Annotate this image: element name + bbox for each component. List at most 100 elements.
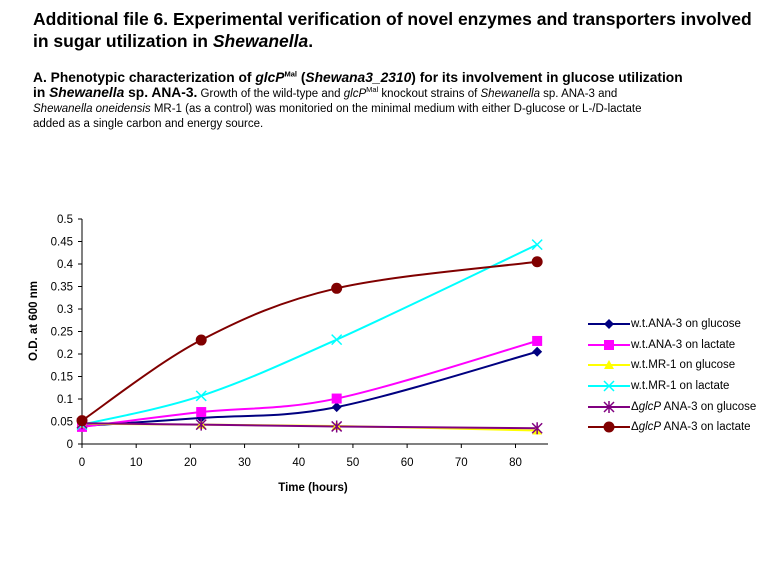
data-point-series-5 (195, 418, 207, 431)
data-point-series-6 (195, 334, 207, 346)
series-line-4 (81, 243, 538, 426)
legend-swatch (588, 319, 630, 330)
series-line-1 (81, 350, 538, 427)
legend-label-text: w.t.MR-1 on glucose (631, 359, 736, 372)
y-tick-label: 0.4 (57, 259, 74, 271)
x-tick-label: 80 (509, 457, 522, 469)
legend-item: ΔglcP ANA-3 on glucose (588, 396, 768, 417)
data-point-series-2 (196, 407, 207, 418)
legend-swatch (588, 421, 630, 433)
x-tick-label: 10 (130, 457, 143, 469)
data-point-series-6 (331, 282, 343, 294)
legend-swatch (588, 339, 630, 350)
series-line-2 (81, 339, 538, 428)
section-line-4: added as a single carbon and energy sour… (33, 118, 264, 130)
y-tick-label: 0.25 (51, 327, 73, 339)
title-genus: Shewanella (212, 31, 309, 51)
legend-label: w.t.ANA-3 on lactate (631, 339, 735, 351)
x-tick-label: 30 (238, 457, 251, 469)
data-point-series-4 (331, 334, 343, 346)
description-sup: Mal (366, 85, 379, 95)
y-tick-label: 0.15 (51, 372, 73, 384)
section-heading-open: ( (296, 70, 306, 85)
data-point-series-5 (531, 422, 543, 435)
y-tick-label: 0.45 (51, 237, 73, 249)
y-axis-label: O.D. at 600 nm (28, 281, 40, 361)
legend-item: w.t.MR-1 on glucose (588, 355, 768, 376)
x-tick-label: 70 (455, 457, 468, 469)
legend-item: w.t.ANA-3 on lactate (588, 335, 768, 356)
data-point-series-6 (531, 256, 543, 268)
description-text-2: knockout strains of (378, 88, 481, 100)
legend-marker (603, 400, 615, 413)
legend-item: w.t.MR-1 on lactate (588, 376, 768, 397)
title-suffix: . (308, 31, 314, 51)
legend-label-prefix: Δ (631, 421, 639, 434)
section-heading-in: in (33, 85, 50, 100)
x-tick-label: 20 (184, 457, 197, 469)
description-genus: Shewanella (480, 88, 540, 100)
legend-label-text: w.t.ANA-3 on glucose (631, 318, 741, 331)
legend-label-text: w.t.ANA-3 on lactate (631, 338, 736, 351)
data-point-series-2 (331, 393, 342, 404)
data-point-series-4 (531, 239, 543, 251)
legend-item: w.t.ANA-3 on glucose (588, 314, 768, 335)
x-tick-label: 40 (292, 457, 305, 469)
description-gene: glcP (343, 88, 367, 100)
title-line-2: in sugar utilization in Shewanella. (33, 30, 753, 52)
description-species: Shewanella oneidensis (33, 103, 151, 115)
description-text-1: Growth of the wild-type and (197, 88, 344, 100)
legend-label-text: ANA-3 on lactate (661, 421, 751, 434)
section-description: A. Phenotypic characterization of glcPMa… (33, 70, 758, 132)
legend-marker (604, 360, 614, 370)
x-tick-label: 0 (79, 457, 85, 469)
section-heading-close: ) for its involvement in glucose utiliza… (411, 70, 683, 85)
series-line-6 (81, 260, 538, 422)
section-line-3: Shewanella oneidensis MR-1 (as a control… (33, 102, 758, 117)
section-heading-strain: sp. ANA-3. (124, 85, 198, 100)
title-prefix: in sugar utilization in (33, 31, 213, 51)
data-point-series-5 (331, 420, 343, 433)
y-tick-label: 0.35 (51, 282, 73, 294)
y-tick-label: 0.05 (51, 417, 73, 429)
section-heading-prefix: A. Phenotypic characterization of (33, 70, 256, 85)
data-point-series-1 (532, 346, 543, 357)
axes: 0 0.05 0.1 0.15 0.2 0.25 0.3 0.35 0.4 0.45 0.5 0 10 2… (51, 214, 548, 469)
y-tick-label: 0.1 (57, 394, 73, 406)
x-tick-label: 60 (401, 457, 414, 469)
x-tick-label: 50 (347, 457, 360, 469)
data-point-series-1 (331, 402, 342, 413)
legend-label-prefix: Δ (631, 400, 639, 413)
series-markers (76, 239, 543, 435)
legend-label-gene: glcP (638, 400, 662, 413)
section-heading-sup: Mal (284, 69, 297, 79)
section-heading-line-1: A. Phenotypic characterization of glcPMa… (33, 70, 758, 85)
legend-label-text: w.t.MR-1 on lactate (631, 380, 730, 393)
section-heading-genus: Shewanella (49, 85, 125, 100)
y-tick-label: 0.3 (57, 304, 73, 316)
description-text-3: sp. ANA-3 and (539, 88, 618, 100)
y-tick-label: 0.2 (57, 349, 73, 361)
data-point-series-6 (76, 415, 88, 427)
legend-label: ΔglcP ANA-3 on lactate (631, 421, 751, 433)
legend-label: ΔglcP ANA-3 on glucose (631, 401, 756, 413)
legend-swatch (588, 400, 630, 413)
legend-label-text: ANA-3 on glucose (661, 400, 757, 413)
title-line-1: Additional file 6. Experimental verifica… (33, 9, 752, 29)
legend-label-gene: glcP (638, 421, 662, 434)
legend-marker (604, 339, 614, 350)
chart-legend: w.t.ANA-3 on glucose w.t.ANA-3 on lactate… (588, 314, 768, 438)
legend-label: w.t.MR-1 on glucose (631, 359, 735, 371)
legend-label: w.t.ANA-3 on glucose (631, 318, 741, 330)
section-heading-line-2: in Shewanella sp. ANA-3. (33, 85, 197, 100)
series-lines (81, 243, 538, 432)
data-point-series-2 (532, 335, 543, 346)
series-line-5 (81, 422, 538, 430)
legend-marker (604, 319, 614, 330)
section-line-2: in Shewanella sp. ANA-3. Growth of the w… (33, 85, 758, 102)
legend-swatch (588, 380, 630, 392)
legend-marker (603, 380, 615, 392)
section-heading-locus: Shewana3_2310 (305, 70, 412, 85)
y-tick-label: 0 (67, 439, 73, 451)
